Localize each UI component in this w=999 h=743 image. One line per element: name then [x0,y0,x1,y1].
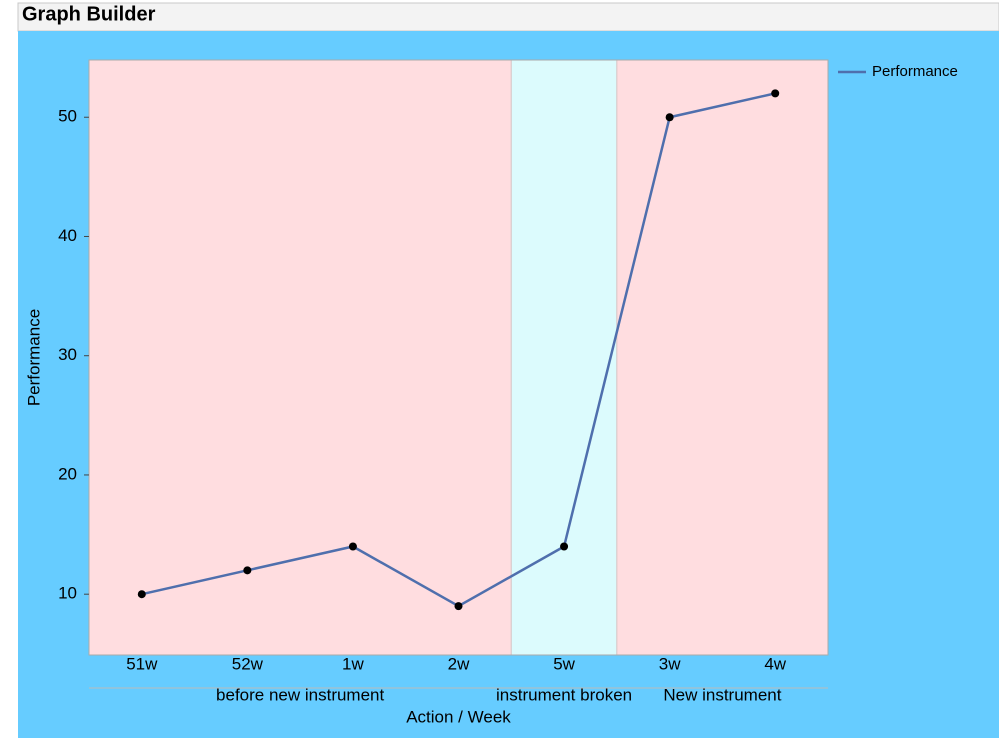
legend-label: Performance [872,63,958,80]
chart: before new instrument instrument broken Ne… [24,59,958,726]
x-tick-label: 2w [448,654,470,673]
plot-frame [88,59,829,656]
y-tick-label: 10 [58,584,77,603]
group-label: instrument broken [496,685,632,704]
x-tick-label: 3w [659,654,681,673]
point [137,590,146,599]
y-tick-label: 20 [58,464,77,483]
point [771,89,780,98]
point [454,602,463,611]
point [348,542,357,551]
window-title: Graph Builder [22,3,156,25]
point [243,566,252,575]
y-axis-title: Performance [24,309,43,406]
group-band [510,59,618,656]
point [560,542,569,551]
x-tick-label: 5w [553,654,575,673]
y-tick-label: 50 [58,107,77,126]
group-label: New instrument [663,685,781,704]
y-tick-label: 40 [58,226,77,245]
x-tick-label: 4w [764,654,786,673]
x-tick-label: 52w [232,654,264,673]
group-band [616,59,829,656]
title-bar [17,2,999,32]
y-tick-label: 30 [58,345,77,364]
x-tick-label: 1w [342,654,364,673]
x-tick-label: 51w [126,654,158,673]
point [665,113,674,122]
group-band [88,59,512,656]
group-label: before new instrument [216,685,384,704]
x-axis-title: Action / Week [406,707,511,726]
